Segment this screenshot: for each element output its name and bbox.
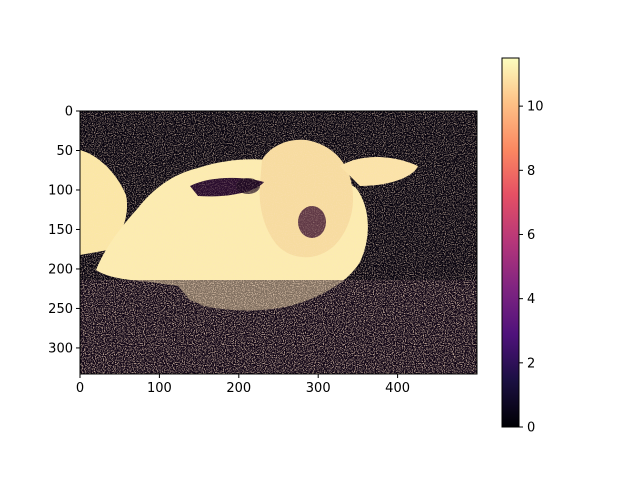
- y-tick-label: 0: [65, 105, 73, 120]
- plot-frame: [79, 110, 478, 375]
- colorbar-tick-label: 10: [527, 100, 544, 115]
- colorbar-tick-label: 8: [527, 164, 535, 179]
- colorbar-tick-label: 6: [527, 228, 535, 243]
- colorbar-tick-label: 0: [527, 421, 535, 436]
- x-tick-label: 200: [226, 381, 251, 396]
- heatmap-image: [80, 111, 477, 374]
- colorbar-tick-label: 2: [527, 356, 535, 371]
- y-tick-label: 100: [48, 183, 73, 198]
- colorbar: [501, 57, 520, 428]
- colorbar-axis: 0 2 4 6 8 10: [519, 100, 544, 436]
- x-tick-label: 0: [76, 381, 84, 396]
- y-tick-label: 200: [48, 262, 73, 277]
- y-axis: 0 50 100 150 200 250 300: [48, 105, 80, 356]
- x-tick-label: 100: [147, 381, 172, 396]
- colorbar-tick-label: 4: [527, 292, 535, 307]
- y-tick-label: 50: [56, 144, 73, 159]
- x-tick-label: 300: [306, 381, 331, 396]
- y-tick-label: 150: [48, 223, 73, 238]
- x-axis: 0 100 200 300 400: [76, 374, 410, 396]
- y-tick-label: 300: [48, 341, 73, 356]
- y-tick-label: 250: [48, 302, 73, 317]
- x-tick-label: 400: [385, 381, 410, 396]
